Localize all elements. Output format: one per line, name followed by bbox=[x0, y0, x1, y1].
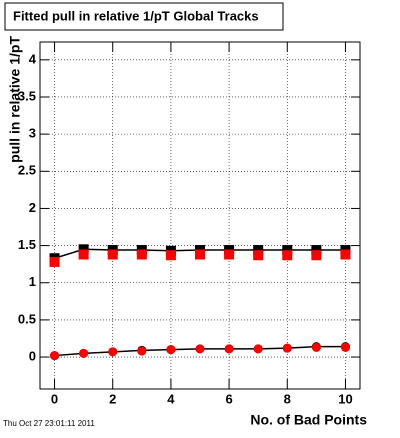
plot-frame bbox=[39, 41, 361, 390]
circle-marker bbox=[253, 344, 263, 354]
square-marker bbox=[253, 245, 264, 256]
circle-marker bbox=[108, 347, 118, 357]
y-tick-label: 3.5 bbox=[18, 88, 36, 103]
square-marker bbox=[195, 249, 205, 260]
circle-marker bbox=[311, 342, 321, 352]
square-marker bbox=[253, 250, 264, 261]
y-tick-label: 3 bbox=[29, 126, 36, 141]
x-tick-label: 2 bbox=[109, 391, 116, 406]
circle-marker bbox=[137, 346, 147, 356]
y-tick-label: 1.5 bbox=[18, 237, 36, 252]
square-marker bbox=[107, 249, 118, 260]
circle-marker bbox=[166, 345, 176, 355]
x-tick-label: 8 bbox=[284, 391, 291, 406]
y-tick-label: 2 bbox=[29, 200, 36, 215]
y-tick-label: 4 bbox=[29, 51, 37, 66]
square-marker bbox=[311, 250, 322, 261]
y-axis-label: pull in relative 1/pT bbox=[7, 36, 23, 163]
square-marker bbox=[282, 250, 293, 261]
x-tick-label: 10 bbox=[338, 391, 352, 406]
x-tick-label: 4 bbox=[167, 391, 175, 406]
y-tick-label: 0.5 bbox=[18, 311, 36, 326]
x-tick-label: 6 bbox=[225, 391, 232, 406]
x-tick-label: 0 bbox=[51, 391, 58, 406]
y-tick-label: 2.5 bbox=[18, 163, 36, 178]
square-marker bbox=[78, 244, 89, 255]
footer-date: Thu Oct 27 23:01:11 2011 bbox=[3, 419, 95, 428]
y-tick-label: 1 bbox=[29, 274, 36, 289]
title-box bbox=[4, 2, 284, 31]
square-marker bbox=[311, 245, 322, 256]
square-marker bbox=[165, 250, 176, 261]
circle-marker bbox=[282, 343, 292, 353]
circle-marker bbox=[224, 344, 234, 354]
square-marker bbox=[136, 249, 147, 260]
y-tick-label: 0 bbox=[29, 348, 36, 363]
circle-marker bbox=[340, 342, 350, 352]
circle-marker bbox=[79, 348, 89, 358]
circle-marker bbox=[50, 351, 60, 361]
square-marker bbox=[224, 249, 235, 260]
square-marker bbox=[282, 245, 293, 256]
square-marker bbox=[78, 249, 89, 260]
chart-title: Fitted pull in relative 1/pT Global Trac… bbox=[13, 8, 259, 23]
square-marker bbox=[49, 256, 60, 267]
circle-marker bbox=[195, 344, 205, 354]
x-axis-label: No. of Bad Points bbox=[250, 412, 367, 428]
square-marker bbox=[340, 249, 351, 260]
